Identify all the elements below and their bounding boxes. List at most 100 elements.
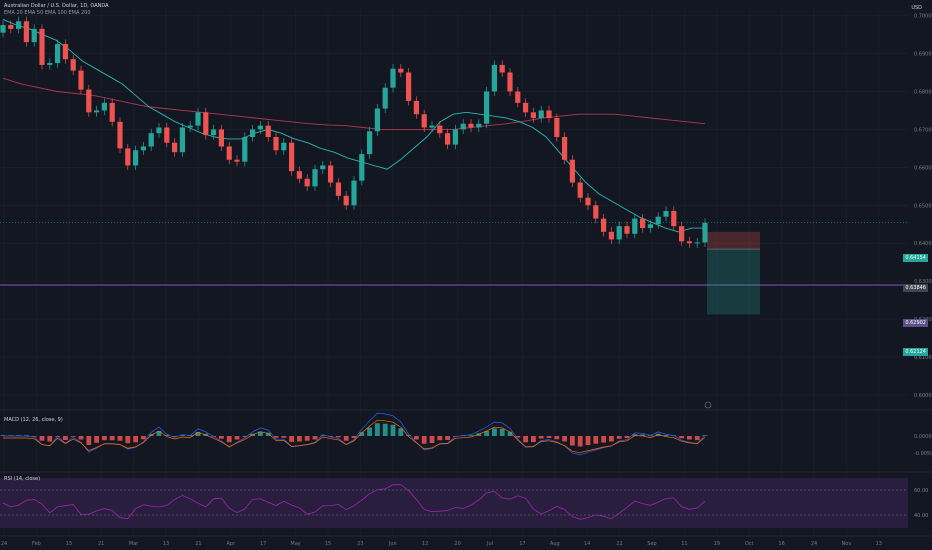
macd-histogram-bar xyxy=(632,434,638,436)
candle-body xyxy=(694,242,700,244)
macd-signal-line xyxy=(3,419,706,454)
candle-body xyxy=(125,148,131,166)
candle-body xyxy=(562,137,568,160)
macd-histogram-bar xyxy=(39,436,45,441)
time-tick-label: 17 xyxy=(260,541,266,547)
candle-body xyxy=(328,165,334,183)
candle-body xyxy=(593,205,599,219)
candle-body xyxy=(452,129,458,145)
candle-body xyxy=(367,131,373,155)
candle-body xyxy=(211,129,217,136)
macd-tick-label: -0.00500 xyxy=(914,451,932,457)
macd-line xyxy=(3,412,706,456)
macd-histogram-bar xyxy=(445,436,450,440)
macd-histogram-bar xyxy=(538,436,544,439)
time-tick-label: 16 xyxy=(778,541,784,547)
candle-body xyxy=(39,28,45,65)
time-tick-label: 19 xyxy=(714,541,720,547)
candle-body xyxy=(679,226,685,242)
candle-body xyxy=(530,112,536,119)
time-tick-label: 13 xyxy=(163,541,169,547)
time-tick-label: 15 xyxy=(325,541,331,547)
rsi-pane: 60.00 40.00 xyxy=(0,478,928,528)
macd-histogram-bar xyxy=(351,436,357,438)
candle-body xyxy=(320,165,326,170)
ema-legend: EMA 20 EMA 50 EMA 100 EMA 200 xyxy=(4,10,91,16)
candle-body xyxy=(117,121,123,149)
macd-histogram-bar xyxy=(24,435,29,436)
candle-body xyxy=(172,142,178,153)
macd-histogram-bar xyxy=(390,424,396,436)
candle-body xyxy=(421,114,427,128)
candle-body xyxy=(109,102,115,122)
candle-body xyxy=(164,127,170,143)
time-tick-label: 11 xyxy=(681,541,687,547)
macd-histogram-bar xyxy=(8,435,14,436)
time-tick-label: Jul xyxy=(486,541,493,547)
candle-body xyxy=(554,118,560,137)
macd-histogram-bar xyxy=(312,436,318,440)
macd-histogram-bar xyxy=(125,436,131,444)
macd-histogram-bar xyxy=(78,436,84,440)
candle-body xyxy=(195,112,201,126)
macd-histogram-bar xyxy=(117,436,123,441)
support-line xyxy=(0,222,908,286)
symbol-title[interactable]: Australian Dollar / U.S. Dollar, 1D, OAN… xyxy=(4,3,109,9)
candle-body xyxy=(468,123,474,128)
event-markers xyxy=(704,401,712,409)
candle-body xyxy=(101,102,107,111)
currency-label: USD xyxy=(911,5,922,11)
candle-body xyxy=(16,21,22,29)
macd-histogram-bar xyxy=(359,432,365,436)
candle-body xyxy=(655,216,661,225)
macd-histogram-bar xyxy=(694,436,700,441)
time-tick-label: May xyxy=(290,541,300,547)
macd-histogram-bar xyxy=(156,431,162,436)
macd-histogram-bar xyxy=(164,435,170,436)
macd-histogram-bar xyxy=(577,436,583,447)
candle-body xyxy=(304,178,310,187)
candle-body xyxy=(78,70,84,90)
time-tick-label: Oct xyxy=(745,541,754,547)
macd-histogram-bar xyxy=(507,431,513,436)
time-tick-label: 22 xyxy=(616,541,622,547)
macd-histogram-bar xyxy=(31,436,37,437)
candle-body xyxy=(413,100,419,115)
time-tick-label: 13 xyxy=(66,541,72,547)
time-tick-label: 23 xyxy=(357,541,363,547)
macd-pane: 0.00000 -0.00500 xyxy=(0,412,932,457)
candle-body xyxy=(523,102,529,113)
candle-body xyxy=(702,222,708,243)
event-marker-icon xyxy=(704,401,712,409)
macd-histogram-bar xyxy=(304,436,310,441)
macd-histogram-bar xyxy=(468,435,474,436)
short-position-tool[interactable] xyxy=(707,231,760,315)
macd-histogram-bar xyxy=(258,431,263,436)
current-price-label: 0.64154 xyxy=(903,254,928,262)
candlesticks xyxy=(0,16,708,248)
macd-title: MACD (12, 26, close, 9) xyxy=(4,417,63,423)
ema-fast-line xyxy=(2,18,705,233)
candle-body xyxy=(406,72,412,101)
candle-body xyxy=(445,133,451,145)
candle-body xyxy=(8,25,14,29)
macd-histogram-bar xyxy=(546,436,552,438)
stop-zone xyxy=(707,231,760,250)
time-tick-label: 24 xyxy=(811,541,817,547)
time-tick-label: Mar xyxy=(129,541,139,547)
time-axis[interactable]: 24 Feb 13 21 Mar 13 21 Apr 17 May 15 23 Jun 12 20 Jul 17… xyxy=(1,541,882,547)
candle-body xyxy=(218,129,224,147)
candle-body xyxy=(585,197,591,206)
ema-fast-path xyxy=(2,18,705,233)
macd-histogram-bar xyxy=(679,436,684,439)
macd-histogram-bar xyxy=(172,436,177,437)
macd-histogram-bar xyxy=(687,436,692,440)
macd-tick-label: 0.00000 xyxy=(914,434,932,440)
